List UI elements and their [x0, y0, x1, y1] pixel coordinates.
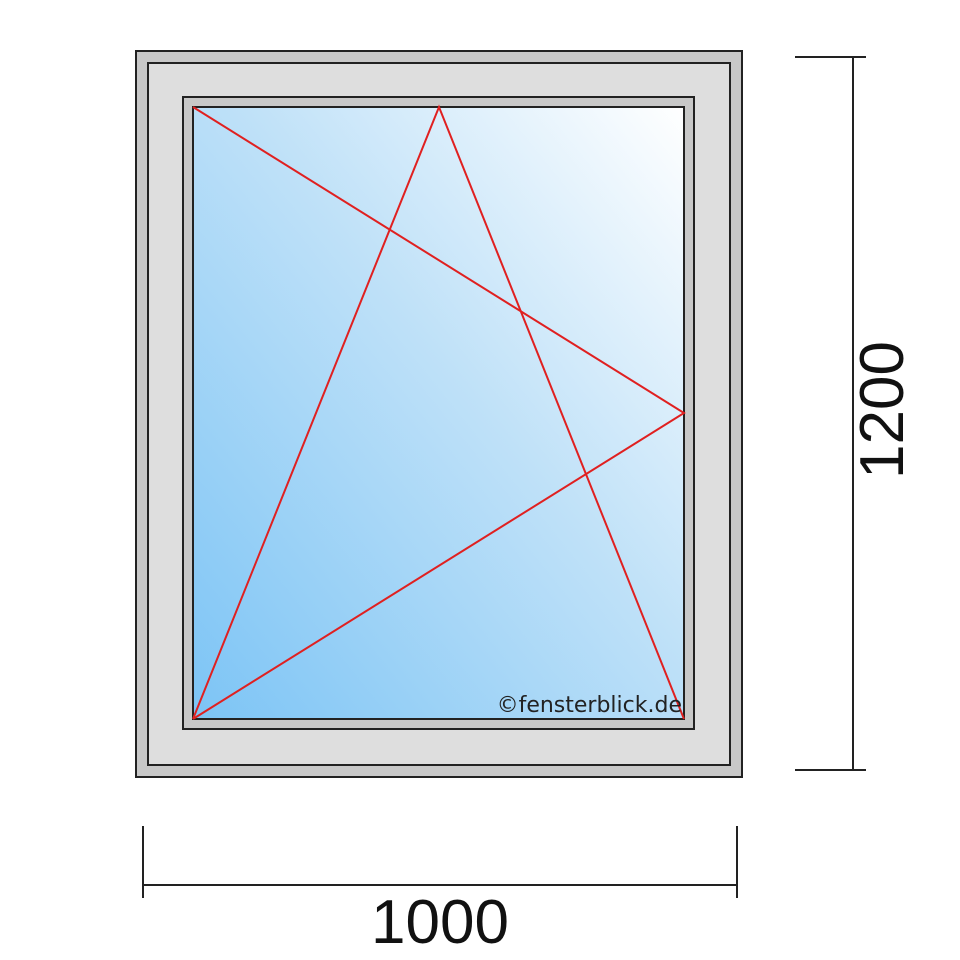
width-dimension	[142, 826, 738, 898]
watermark: ©fensterblick.de	[497, 693, 682, 718]
tilt-indicator-line	[192, 104, 685, 720]
height-label: 1200	[848, 341, 917, 479]
width-label: 1000	[371, 888, 509, 957]
turn-indicator-line	[192, 106, 686, 720]
glass-pane	[192, 106, 685, 720]
height-dimension	[795, 56, 866, 771]
